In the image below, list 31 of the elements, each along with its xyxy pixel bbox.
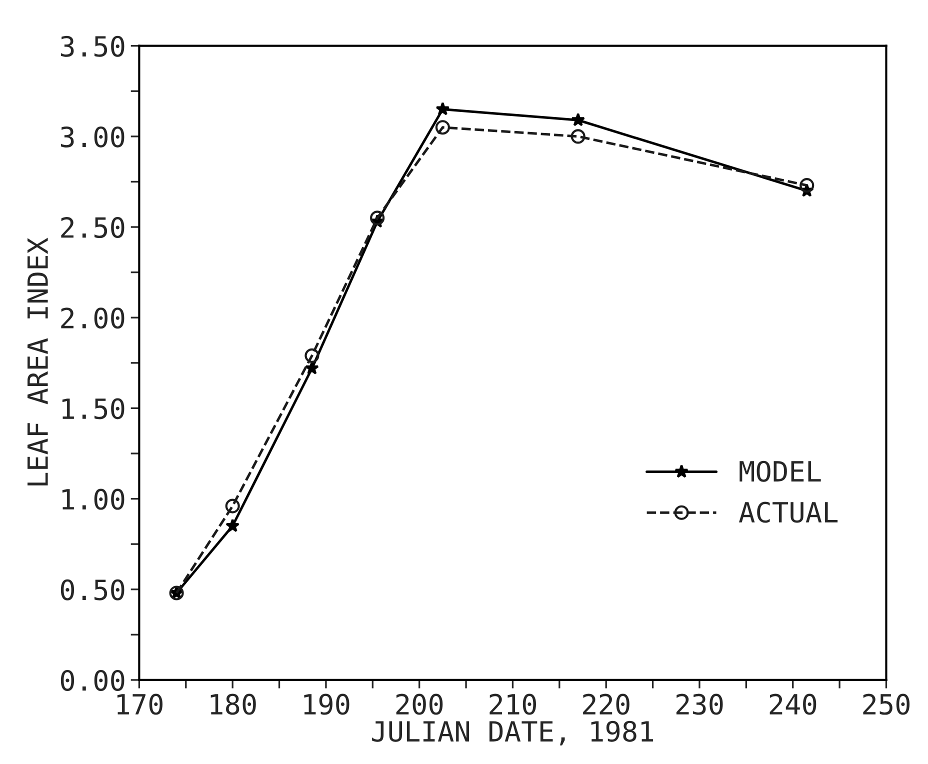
- point: [370, 210, 385, 226]
- legend-label: MODEL: [740, 460, 821, 482]
- point: [304, 361, 319, 374]
- y-tick-label: 1.50: [62, 398, 124, 420]
- x-tick-label: 240: [770, 694, 816, 715]
- x-tick-label: 170: [117, 694, 162, 715]
- y-tick-label: 2.00: [61, 308, 124, 329]
- x-tick-label: 200: [396, 694, 443, 715]
- y-tick-label: 2.50: [61, 217, 124, 238]
- point: [570, 129, 586, 144]
- point: [226, 518, 240, 532]
- point: [225, 498, 240, 514]
- point: [436, 102, 450, 116]
- y-tick-label: 1.00: [62, 488, 124, 510]
- y-tick-label: 0.50: [60, 579, 124, 600]
- y-tick-label: 3.50: [60, 36, 124, 57]
- x-tick-label: 180: [210, 694, 256, 715]
- legend-label: ACTUAL: [738, 502, 838, 523]
- y-axis-title: LEAF AREA INDEX: [28, 238, 48, 486]
- x-tick-label: 210: [490, 694, 536, 715]
- point: [571, 112, 586, 126]
- point: [304, 348, 320, 363]
- y-tick-label: 0.00: [60, 670, 124, 691]
- x-tick-label: 230: [676, 694, 723, 715]
- x-axis-title: JULIAN DATE, 1981: [372, 720, 653, 746]
- x-tick-label: 250: [863, 694, 910, 715]
- x-tick-label: 220: [583, 694, 630, 715]
- x-tick-label: 190: [304, 694, 350, 715]
- y-tick-label: 3.00: [60, 126, 124, 148]
- point: [435, 120, 450, 135]
- point: [800, 178, 814, 193]
